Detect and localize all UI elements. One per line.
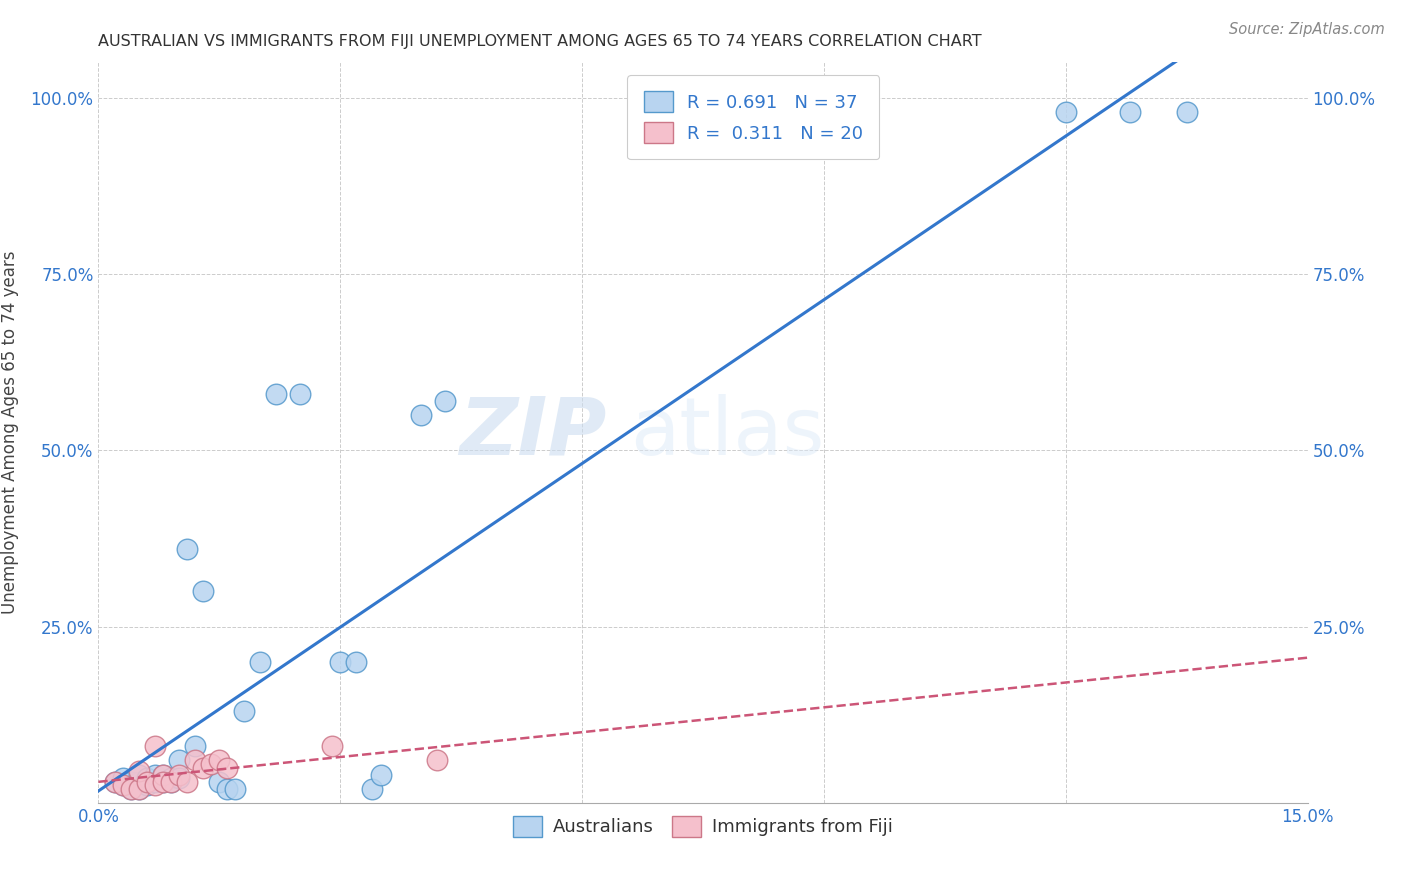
- Point: [120, 781, 142, 796]
- Point: [193, 584, 215, 599]
- Point: [200, 757, 222, 772]
- Point: [135, 778, 157, 792]
- Point: [120, 781, 142, 796]
- Point: [167, 767, 190, 781]
- Point: [152, 767, 174, 781]
- Point: [128, 774, 150, 789]
- Point: [193, 760, 215, 774]
- Point: [208, 774, 231, 789]
- Point: [329, 655, 352, 669]
- Point: [143, 739, 166, 754]
- Point: [160, 771, 183, 785]
- Point: [249, 655, 271, 669]
- Text: ZIP: ZIP: [458, 393, 606, 472]
- Text: atlas: atlas: [630, 393, 825, 472]
- Point: [111, 771, 134, 785]
- Point: [152, 774, 174, 789]
- Point: [128, 781, 150, 796]
- Legend: Australians, Immigrants from Fiji: Australians, Immigrants from Fiji: [505, 806, 901, 846]
- Point: [288, 387, 311, 401]
- Point: [370, 767, 392, 781]
- Point: [208, 754, 231, 768]
- Point: [128, 764, 150, 778]
- Y-axis label: Unemployment Among Ages 65 to 74 years: Unemployment Among Ages 65 to 74 years: [1, 251, 20, 615]
- Point: [111, 778, 134, 792]
- Point: [217, 781, 239, 796]
- Point: [152, 774, 174, 789]
- Point: [143, 774, 166, 789]
- Point: [111, 778, 134, 792]
- Point: [152, 767, 174, 781]
- Point: [135, 774, 157, 789]
- Point: [1119, 104, 1142, 119]
- Point: [103, 774, 125, 789]
- Point: [344, 655, 367, 669]
- Point: [167, 754, 190, 768]
- Point: [120, 774, 142, 789]
- Text: Source: ZipAtlas.com: Source: ZipAtlas.com: [1229, 22, 1385, 37]
- Point: [143, 767, 166, 781]
- Point: [128, 767, 150, 781]
- Point: [135, 771, 157, 785]
- Point: [321, 739, 343, 754]
- Point: [224, 781, 246, 796]
- Point: [1175, 104, 1198, 119]
- Point: [1054, 104, 1077, 119]
- Point: [176, 774, 198, 789]
- Point: [184, 739, 207, 754]
- Point: [232, 704, 254, 718]
- Point: [128, 781, 150, 796]
- Point: [167, 771, 190, 785]
- Point: [409, 408, 432, 422]
- Point: [434, 393, 457, 408]
- Point: [217, 760, 239, 774]
- Point: [264, 387, 287, 401]
- Text: AUSTRALIAN VS IMMIGRANTS FROM FIJI UNEMPLOYMENT AMONG AGES 65 TO 74 YEARS CORREL: AUSTRALIAN VS IMMIGRANTS FROM FIJI UNEMP…: [98, 34, 981, 49]
- Point: [361, 781, 384, 796]
- Point: [176, 541, 198, 556]
- Point: [103, 774, 125, 789]
- Point: [426, 754, 449, 768]
- Point: [184, 754, 207, 768]
- Point: [160, 774, 183, 789]
- Point: [143, 778, 166, 792]
- Point: [160, 774, 183, 789]
